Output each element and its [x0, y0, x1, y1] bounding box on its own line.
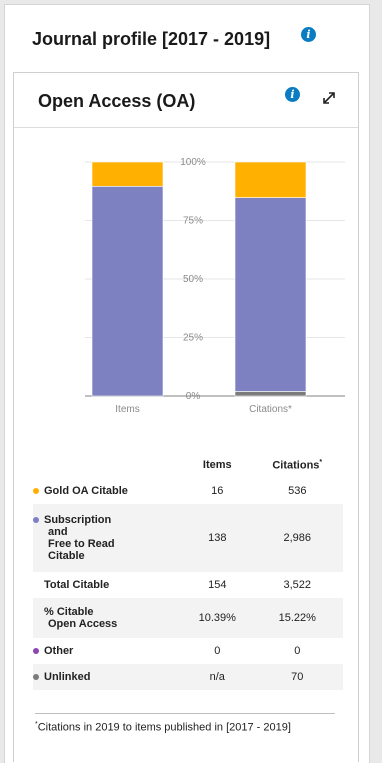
cell-items: 138: [183, 504, 252, 572]
chart-x-axis: Items Citations*: [115, 404, 292, 415]
row-label: Subscription and Free to Read Citable: [33, 504, 183, 572]
cell-citations: 2,986: [251, 504, 343, 572]
cell-items: 0: [214, 645, 221, 657]
x-tick-label: Items: [115, 404, 139, 415]
expand-icon[interactable]: [319, 88, 339, 108]
table-row: Subscription and Free to Read Citable 138 2,9…: [33, 504, 343, 572]
legend-dot-icon: [33, 517, 39, 523]
bar-segment: [234, 197, 307, 392]
row-label: % Citable Open Access: [33, 598, 183, 638]
legend-dot-icon: [33, 488, 39, 494]
cell-items: 10.39%: [183, 598, 252, 638]
cell-citations: 15.22%: [251, 598, 343, 638]
x-tick-label: Citations*: [249, 404, 292, 415]
bar-segment: [234, 161, 307, 198]
oa-summary-table: Items Citations* Gold OA Citable 16 536 Sub…: [33, 452, 343, 690]
legend-dot-icon: [33, 648, 39, 654]
bar-segment: [91, 161, 164, 187]
oa-stacked-bar-chart: 100% 75% 50% 25% 0% Items Citations*: [85, 157, 345, 415]
cell-items: 154: [208, 579, 227, 591]
header-citations: Citations*: [272, 458, 323, 472]
table-row: % Citable Open Access 10.39% 15.22%: [33, 598, 343, 638]
bar-segment: [234, 391, 307, 397]
row-label: Total Citable: [44, 579, 110, 591]
table-row: Gold OA Citable 16 536: [33, 478, 343, 504]
table-row: Total Citable 154 3,522: [33, 572, 343, 598]
y-tick-label: 75%: [183, 216, 203, 227]
y-tick-label: 50%: [183, 274, 203, 285]
cell-items: 16: [211, 485, 224, 497]
footnote: *Citations in 2019 to items published in…: [35, 713, 335, 735]
y-tick-label: 25%: [183, 333, 203, 344]
info-icon[interactable]: i: [285, 87, 300, 102]
y-tick-label: 100%: [180, 157, 206, 168]
card-title: Open Access (OA): [38, 91, 196, 111]
row-label: Other: [33, 638, 183, 664]
row-label: Unlinked: [33, 664, 183, 690]
cell-citations: 3,522: [283, 579, 312, 591]
legend-dot-icon: [33, 674, 39, 680]
cell-citations: 70: [251, 664, 343, 690]
y-tick-label: 0%: [186, 391, 201, 402]
table-row: Other 0 0: [33, 638, 343, 664]
cell-citations: 536: [288, 485, 307, 497]
cell-items: n/a: [183, 664, 252, 690]
table-header-row: Items Citations*: [33, 452, 343, 478]
info-icon[interactable]: i: [301, 27, 316, 42]
panel-title: Journal profile [2017 - 2019]: [32, 29, 271, 49]
bar-segment: [91, 186, 164, 397]
row-label: Gold OA Citable: [33, 478, 183, 504]
chart-y-axis: 100% 75% 50% 25% 0%: [180, 157, 206, 402]
card-header: Open Access (OA): [14, 73, 358, 128]
header-items: Items: [202, 459, 232, 471]
cell-citations: 0: [294, 645, 301, 657]
chart-bars: [91, 161, 307, 397]
table-row: Unlinked n/a 70: [33, 664, 343, 690]
